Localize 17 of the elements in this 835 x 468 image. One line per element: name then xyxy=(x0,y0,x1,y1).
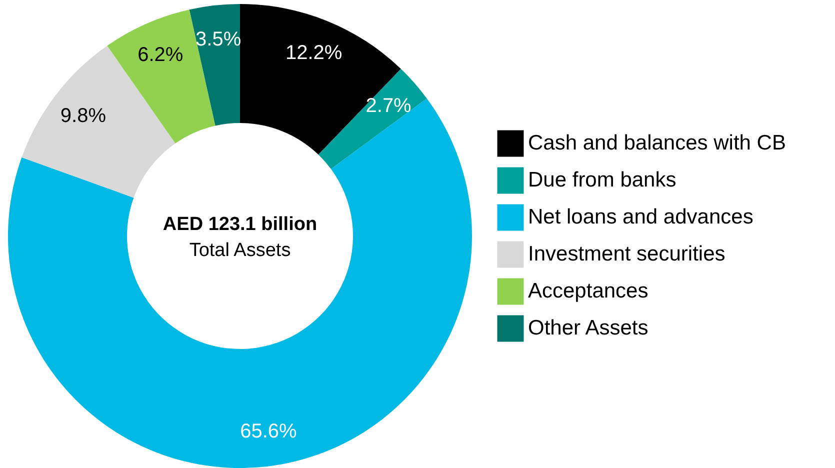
legend-label: Due from banks xyxy=(528,168,676,192)
legend-label: Acceptances xyxy=(528,280,648,302)
legend-label: Net loans and advances xyxy=(528,206,754,228)
data-label: 9.8% xyxy=(60,104,106,127)
data-label: 6.2% xyxy=(138,44,184,66)
legend-label: Investment securities xyxy=(528,242,726,266)
legend-label: Other Assets xyxy=(528,316,648,340)
data-label: 3.5% xyxy=(196,28,242,51)
donut-slice xyxy=(8,98,472,468)
legend-label: Cash and balances with CB xyxy=(528,132,786,154)
donut-slice xyxy=(189,4,240,126)
data-label: 2.7% xyxy=(366,94,412,117)
text: Total Assets xyxy=(189,240,291,261)
donut-slice xyxy=(318,68,427,170)
text: AED 123.1 billion xyxy=(162,214,318,235)
data-label: 65.6% xyxy=(240,420,298,442)
data-label: 12.2% xyxy=(286,42,342,64)
